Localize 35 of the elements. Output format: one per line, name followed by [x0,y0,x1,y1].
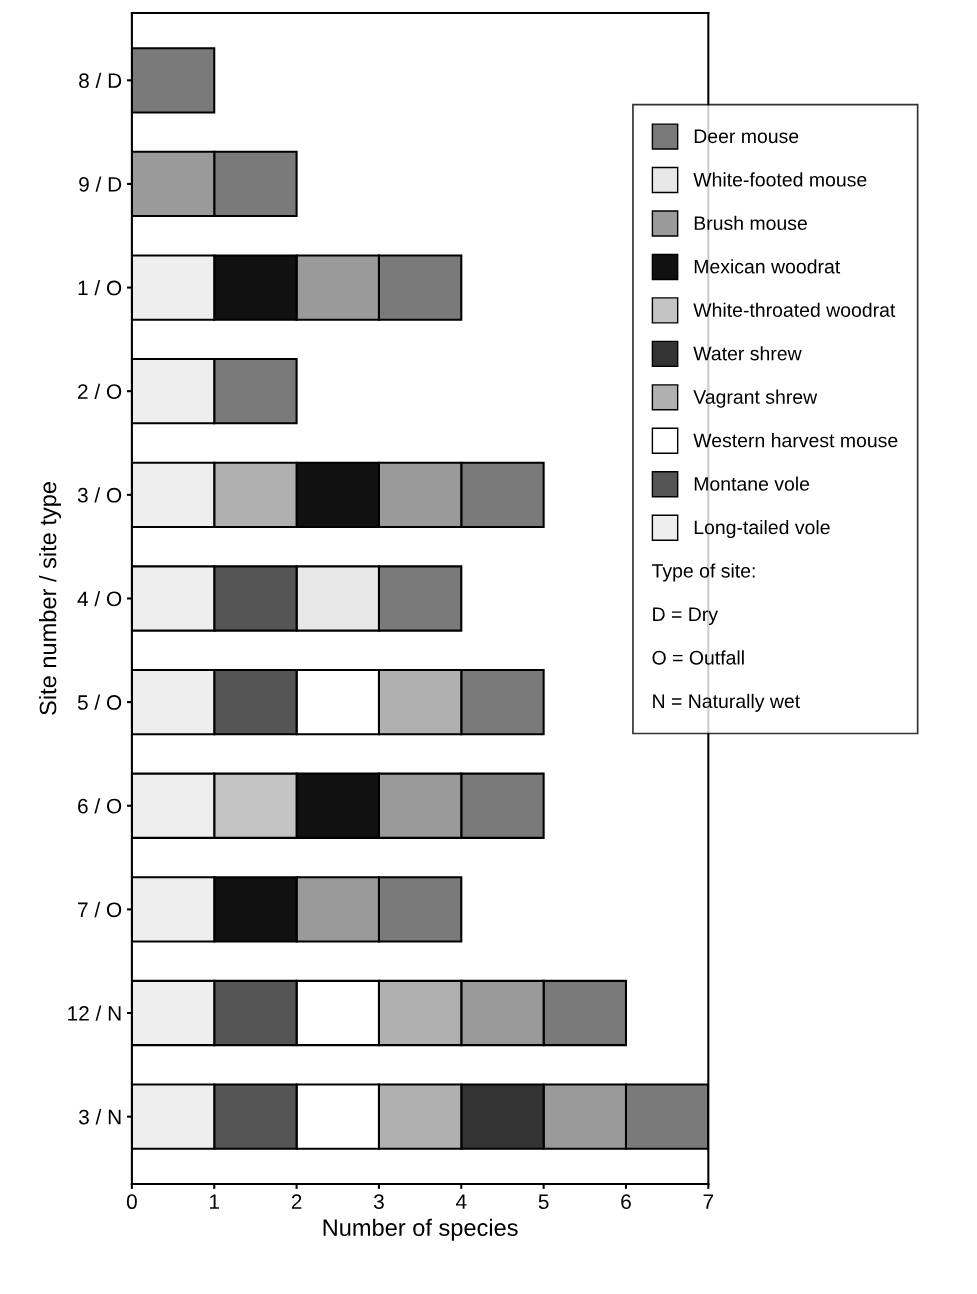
annotation: Type of site: [652,563,755,582]
annotation: D = Dry [653,607,718,626]
x-tick-label: 4 [455,1194,467,1209]
y-tick-label: 8 / D [79,72,122,89]
legend-label: Deer mouse [694,129,799,144]
legend-label: White-throated woodrat [693,302,896,317]
x-axis-title: Number of species [323,1218,518,1241]
y-tick-label: 12 / N [68,1005,121,1021]
annotation: N = Naturally wet [653,693,801,712]
legend-label: Vagrant shrew [693,389,818,408]
y-tick-label: 4 / O [77,590,122,607]
x-tick-label: 6 [621,1194,631,1210]
legend-label: Brush mouse [694,215,807,231]
x-tick-label: 1 [210,1194,220,1209]
x-tick-label: 5 [538,1194,549,1210]
x-tick-label: 2 [291,1194,302,1209]
legend-label: White-footed mouse [693,172,867,187]
y-tick-label: 6 / O [78,798,122,814]
x-tick-label: 3 [373,1194,384,1210]
y-tick-label: 9 / D [79,176,122,192]
y-tick-label: 1 / O [78,280,122,296]
legend-label: Montane vole [694,476,810,491]
y-tick-label: 3 / O [77,487,122,503]
legend-label: Water shrew [693,346,802,361]
y-axis-title: Site number / site type [39,482,62,715]
y-tick-label: 7 / O [78,901,122,918]
legend-label: Mexican woodrat [694,259,841,274]
y-tick-label: 5 / O [77,694,122,710]
x-tick-label: 7 [703,1194,714,1209]
annotation: O = Outfall [652,650,744,665]
y-tick-label: 2 / O [78,383,122,399]
legend-label: Long-tailed vole [694,519,830,539]
legend-label: Western harvest mouse [693,433,898,448]
y-tick-label: 3 / N [78,1109,121,1125]
x-tick-label: 0 [126,1194,137,1210]
